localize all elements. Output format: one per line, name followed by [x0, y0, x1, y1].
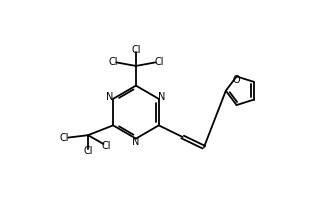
Text: Cl: Cl: [60, 133, 69, 143]
Text: N: N: [132, 137, 140, 147]
Text: O: O: [233, 75, 240, 85]
Text: N: N: [106, 93, 114, 103]
Text: Cl: Cl: [108, 57, 118, 67]
Text: N: N: [158, 93, 166, 103]
Text: Cl: Cl: [102, 141, 111, 151]
Text: Cl: Cl: [131, 45, 141, 55]
Text: Cl: Cl: [83, 147, 93, 157]
Text: Cl: Cl: [154, 57, 164, 67]
